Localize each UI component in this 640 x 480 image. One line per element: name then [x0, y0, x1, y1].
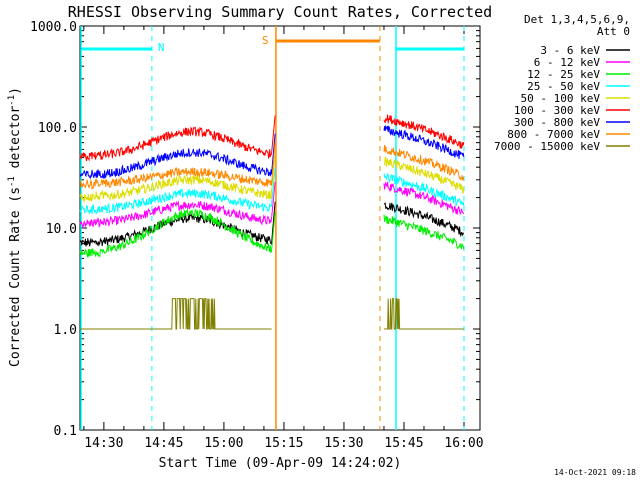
- y-tick-label: 10.0: [46, 222, 77, 237]
- series-line-post: [383, 157, 465, 194]
- legend-label: 800 - 7000 keV: [507, 128, 600, 141]
- series-line-post: [383, 181, 465, 215]
- series-line-post: [383, 124, 465, 160]
- series-800-7000kev: [79, 142, 465, 191]
- y-tick-label: 100.0: [38, 121, 77, 136]
- y-axis-label-sup2: -1: [7, 95, 17, 106]
- legend-label: 100 - 300 keV: [514, 104, 600, 117]
- series-line-post: [383, 214, 465, 250]
- night-flag-label: N: [158, 41, 165, 54]
- y-axis-label-end: ): [8, 87, 23, 95]
- series-line-post: [383, 144, 465, 182]
- series-300-800kev: [79, 124, 465, 180]
- y-axis: 1000.0 100.0 10.0 1.0 0.1: [30, 20, 480, 439]
- series-line-pre: [79, 133, 276, 180]
- y-axis-label: Corrected Count Rate (s-1 detector-1): [7, 87, 23, 367]
- series-12-25kev: [79, 207, 465, 259]
- series-line-pre: [80, 298, 272, 330]
- legend-label: 3 - 6 keV: [540, 44, 600, 57]
- series-line-pre: [79, 201, 276, 247]
- series-3-6kev: [79, 201, 465, 247]
- x-axis-label: Start Time (09-Apr-09 14:24:02): [159, 456, 402, 471]
- series-line-pre: [79, 168, 276, 215]
- series-line-post: [383, 202, 465, 238]
- series-line-post: [383, 172, 465, 208]
- series-25-50kev: [79, 168, 465, 215]
- legend-label: 25 - 50 keV: [527, 80, 600, 93]
- series-line-pre: [79, 207, 276, 259]
- y-tick-label: 1.0: [54, 323, 77, 338]
- series-line-pre: [79, 142, 276, 191]
- legend-label: 300 - 800 keV: [514, 116, 600, 129]
- x-axis: 14:30 14:45 15:00 15:15 15:30 15:45 16:00: [83, 26, 484, 451]
- legend-label: 7000 - 15000 keV: [494, 140, 600, 153]
- x-tick-label: 15:45: [384, 436, 423, 451]
- y-axis-label-sup: -1: [7, 176, 17, 187]
- series-line-pre: [79, 181, 276, 229]
- x-tick-label: 15:30: [324, 436, 363, 451]
- x-tick-label: 15:15: [264, 436, 303, 451]
- y-axis-label-mid: detector: [8, 106, 23, 177]
- series-line-pre: [79, 155, 276, 203]
- legend-header: Det 1,3,4,5,6,9,: [524, 13, 630, 26]
- series-50-100kev: [79, 155, 465, 203]
- legend-label: 50 - 100 keV: [521, 92, 601, 105]
- series-layer: [79, 114, 465, 330]
- series-line-post: [384, 298, 464, 330]
- y-axis-label-text: Corrected Count Rate (s: [8, 187, 23, 367]
- chart-title: RHESSI Observing Summary Count Rates, Co…: [68, 3, 492, 21]
- x-tick-label: 16:00: [444, 436, 483, 451]
- y-tick-label: 1000.0: [30, 20, 77, 35]
- x-tick-label: 15:00: [204, 436, 243, 451]
- legend-label: 12 - 25 keV: [527, 68, 600, 81]
- y-tick-label: 0.1: [54, 424, 77, 439]
- series-6-12kev: [79, 181, 465, 229]
- series-100-300kev: [79, 114, 465, 162]
- legend-header: Att 0: [597, 25, 630, 38]
- legend-label: 6 - 12 keV: [534, 56, 601, 69]
- timestamp: 14-Oct-2021 09:18: [554, 468, 636, 477]
- x-tick-label: 14:45: [144, 436, 183, 451]
- x-tick-label: 14:30: [84, 436, 123, 451]
- series-line-pre: [79, 115, 276, 162]
- series-line-post: [383, 114, 465, 149]
- saa-flag-label: S: [262, 34, 269, 47]
- series-7000-15000kev: [80, 298, 464, 330]
